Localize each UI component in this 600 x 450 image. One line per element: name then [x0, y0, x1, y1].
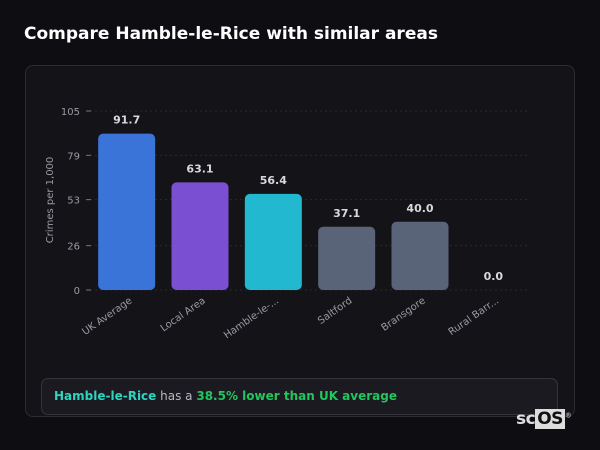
- bar: [244, 193, 302, 290]
- y-tick-label: 53: [67, 196, 80, 207]
- value-label: 63.1: [186, 162, 213, 175]
- page-title: Compare Hamble-le-Rice with similar area…: [24, 24, 438, 44]
- x-tick-label: Hamble-le-...: [222, 295, 281, 341]
- value-label: 0.0: [484, 270, 504, 283]
- bar: [98, 133, 156, 290]
- comparison-summary: Hamble-le-Rice has a 38.5% lower than UK…: [41, 378, 558, 415]
- value-label: 91.7: [113, 114, 140, 127]
- x-tick-label: UK Average: [80, 295, 134, 337]
- value-label: 40.0: [406, 202, 433, 215]
- x-tick-label: Local Area: [159, 295, 208, 334]
- summary-connector: has a: [160, 389, 193, 403]
- value-label: 37.1: [333, 207, 360, 220]
- value-label: 56.4: [260, 174, 287, 187]
- logo-text-a: sc: [516, 409, 536, 429]
- bar: [171, 182, 229, 290]
- x-tick-label: Saltford: [316, 295, 354, 326]
- summary-comparison: 38.5% lower than UK average: [196, 389, 397, 403]
- bar: [318, 226, 376, 290]
- y-axis-label: Crimes per 1,000: [45, 157, 56, 244]
- bar: [391, 221, 449, 290]
- logo-mark: ®: [564, 411, 572, 420]
- y-tick-label: 0: [74, 286, 80, 297]
- y-tick-label: 26: [67, 242, 80, 253]
- x-tick-label: Bransgore: [379, 295, 427, 333]
- x-tick-label: Rural Barr...: [447, 295, 501, 338]
- y-tick-label: 79: [67, 151, 80, 162]
- logo-text-b: OS: [535, 409, 565, 429]
- y-tick-label: 105: [61, 107, 80, 118]
- scos-logo: sc OS ®: [516, 409, 572, 429]
- summary-area: Hamble-le-Rice: [54, 389, 157, 403]
